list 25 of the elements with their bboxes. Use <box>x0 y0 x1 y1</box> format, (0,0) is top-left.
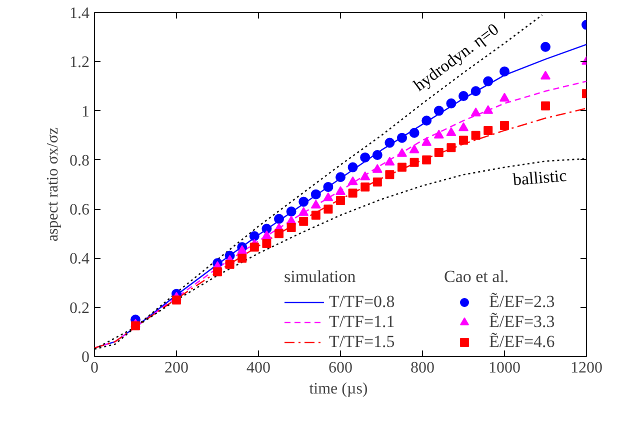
y-tick-label: 0 <box>82 349 90 366</box>
y-tick-label: 1.4 <box>70 5 90 22</box>
y-axis-title: aspect ratio σx/σz <box>44 127 62 242</box>
legend-label: Ẽ/EF=4.6 <box>489 332 555 352</box>
y-tick-label: 0.8 <box>70 152 90 170</box>
legend-label: T/TF=0.8 <box>329 292 395 312</box>
x-tick-label: 1200 <box>570 360 602 376</box>
y-tick-label: 1 <box>82 103 90 120</box>
legend-label: T/TF=1.5 <box>329 332 395 352</box>
annotation: Cao et al. <box>444 267 510 287</box>
y-tick-label: 0.6 <box>70 202 90 219</box>
x-tick-label: 200 <box>164 360 188 376</box>
legend-label: Ẽ/EF=2.3 <box>489 292 555 312</box>
x-tick-label: 800 <box>410 360 434 376</box>
annotation: simulation <box>284 267 357 287</box>
y-tick-label: 1.2 <box>70 54 90 72</box>
y-tick-label: 0.2 <box>70 300 90 317</box>
legend-label: Ẽ/EF=3.3 <box>489 312 555 332</box>
x-axis-title: time (µs) <box>309 380 368 398</box>
legend-label: T/TF=1.1 <box>329 312 395 332</box>
x-tick-label: 1000 <box>488 360 520 376</box>
x-tick-label: 600 <box>328 360 352 376</box>
y-tick-label: 0.4 <box>70 250 90 268</box>
annotation: ballistic <box>512 166 568 190</box>
x-tick-label: 400 <box>246 360 270 376</box>
